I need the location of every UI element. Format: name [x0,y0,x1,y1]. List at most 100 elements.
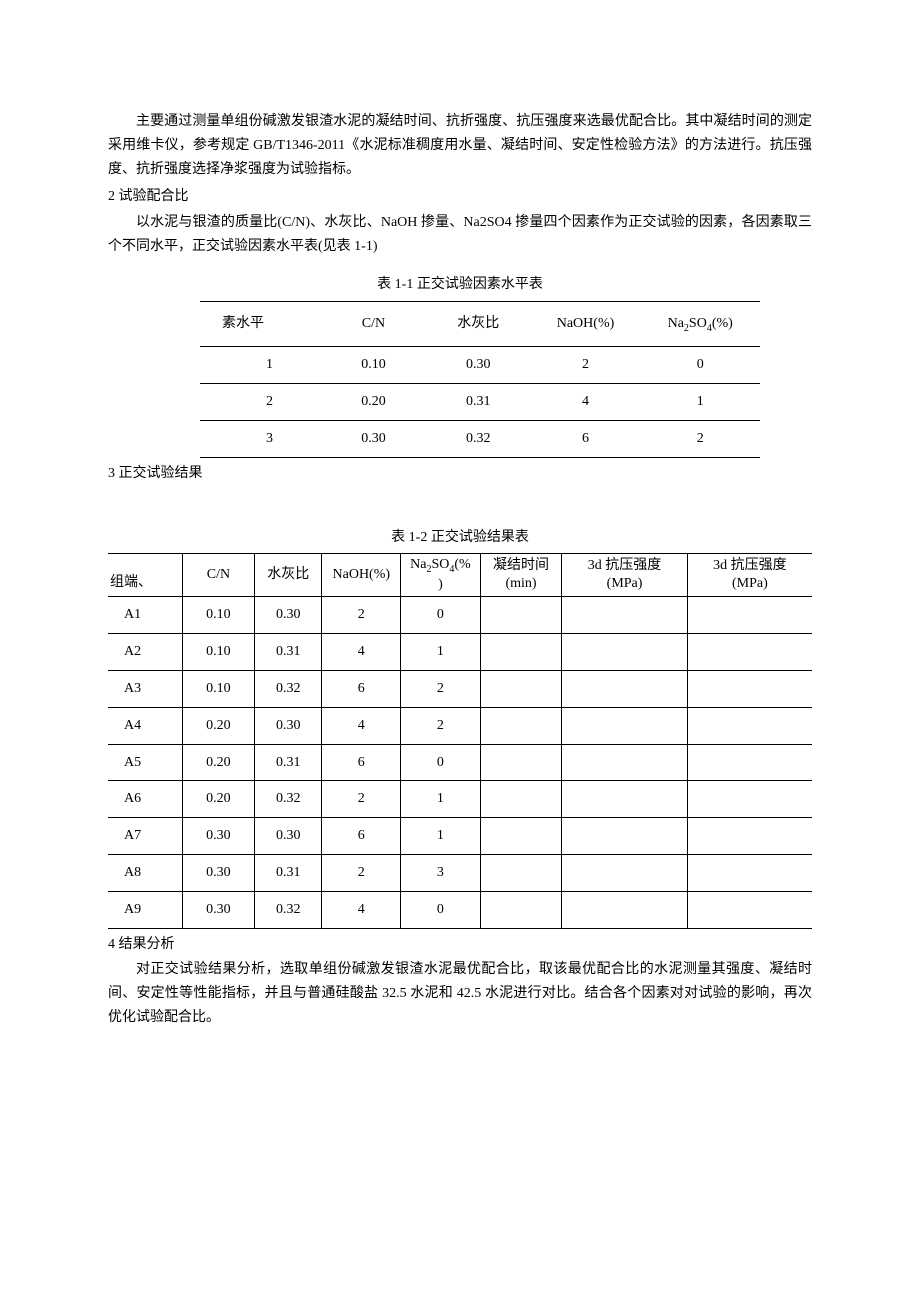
cell [562,891,687,928]
cell [687,597,812,634]
col-3d-compressive: 3d 抗压强度(MPa) [562,554,687,597]
cell: A1 [108,597,182,634]
cell [480,670,562,707]
table-2-caption: 表 1-2 正交试验结果表 [108,526,812,550]
cell [480,744,562,781]
cell: 1 [401,818,480,855]
cell: 3 [200,420,321,457]
cell: 0.31 [255,634,322,671]
cell: 0.30 [426,347,531,384]
cell [480,781,562,818]
table-row: A60.200.3221 [108,781,812,818]
section-4-heading: 4 结果分析 [108,933,812,957]
col-set-time: 凝结时间(min) [480,554,562,597]
cell: 0.32 [255,670,322,707]
cell [562,781,687,818]
cell: 0.10 [182,670,254,707]
section-2-paragraph: 以水泥与银渣的质量比(C/N)、水灰比、NaOH 掺量、Na2SO4 掺量四个因… [108,211,812,259]
cell: A8 [108,854,182,891]
cell: 6 [531,420,641,457]
col-wc: 水灰比 [426,301,531,347]
cell [480,891,562,928]
cell: 2 [322,781,401,818]
cell: 0.10 [321,347,426,384]
cell: 6 [322,670,401,707]
cell [562,634,687,671]
cell [562,854,687,891]
col-level: 素水平 [200,301,321,347]
cell [687,744,812,781]
cell [480,854,562,891]
table-row: A90.300.3240 [108,891,812,928]
cell: 2 [531,347,641,384]
cell: 2 [322,597,401,634]
cell [687,781,812,818]
table-1-factors: 素水平 C/N 水灰比 NaOH(%) Na2SO4(%) 1 0.10 0.3… [200,301,760,458]
cell [562,707,687,744]
cell [562,744,687,781]
cell: 4 [322,707,401,744]
cell: 2 [640,420,760,457]
cell: 6 [322,818,401,855]
col-cn: C/N [182,554,254,597]
cell: 0.30 [182,854,254,891]
intro-paragraph: 主要通过测量单组份碱激发银渣水泥的凝结时间、抗折强度、抗压强度来选最优配合比。其… [108,110,812,181]
cell [687,707,812,744]
cell: 4 [531,384,641,421]
table-row: 1 0.10 0.30 2 0 [200,347,760,384]
cell: 0.30 [182,891,254,928]
cell: 4 [322,891,401,928]
cell: 1 [200,347,321,384]
cell: 0.32 [255,891,322,928]
table-row: 2 0.20 0.31 4 1 [200,384,760,421]
cell: 0 [401,744,480,781]
col-naoh: NaOH(%) [531,301,641,347]
table-1-caption: 表 1-1 正交试验因素水平表 [108,273,812,297]
cell: A9 [108,891,182,928]
document-page: 主要通过测量单组份碱激发银渣水泥的凝结时间、抗折强度、抗压强度来选最优配合比。其… [0,0,920,1094]
col-3d-flexural: 3d 抗压强度(MPa) [687,554,812,597]
table-row: A40.200.3042 [108,707,812,744]
table-row: A30.100.3262 [108,670,812,707]
table-row: A70.300.3061 [108,818,812,855]
table-row: A80.300.3123 [108,854,812,891]
cell [562,597,687,634]
cell [687,854,812,891]
cell [562,670,687,707]
section-4-paragraph: 对正交试验结果分析，选取单组份碱激发银渣水泥最优配合比，取该最优配合比的水泥测量… [108,958,812,1029]
cell: 0.10 [182,634,254,671]
table-row: 组端、 C/N 水灰比 NaOH(%) Na2SO4(%) 凝结时间(min) … [108,554,812,597]
cell [687,670,812,707]
cell [480,597,562,634]
cell: A4 [108,707,182,744]
cell: 0.20 [321,384,426,421]
cell [687,818,812,855]
table-row: A20.100.3141 [108,634,812,671]
cell: 0.20 [182,781,254,818]
col-na2so4: Na2SO4(%) [640,301,760,347]
table-row: A50.200.3160 [108,744,812,781]
cell: 2 [401,670,480,707]
cell: 1 [640,384,760,421]
cell: A6 [108,781,182,818]
col-wc: 水灰比 [255,554,322,597]
cell: 1 [401,634,480,671]
cell: A2 [108,634,182,671]
cell: 0.31 [255,854,322,891]
cell: 0.31 [255,744,322,781]
cell: 2 [401,707,480,744]
cell [687,891,812,928]
cell: 0.32 [255,781,322,818]
section-2-heading: 2 试验配合比 [108,185,812,209]
cell: 0 [640,347,760,384]
cell: 0 [401,891,480,928]
cell [687,634,812,671]
cell: 0.20 [182,707,254,744]
cell [480,818,562,855]
cell: 2 [322,854,401,891]
cell: A3 [108,670,182,707]
cell: 0.10 [182,597,254,634]
col-group: 组端、 [108,554,182,597]
cell: 1 [401,781,480,818]
cell: 0.30 [182,818,254,855]
